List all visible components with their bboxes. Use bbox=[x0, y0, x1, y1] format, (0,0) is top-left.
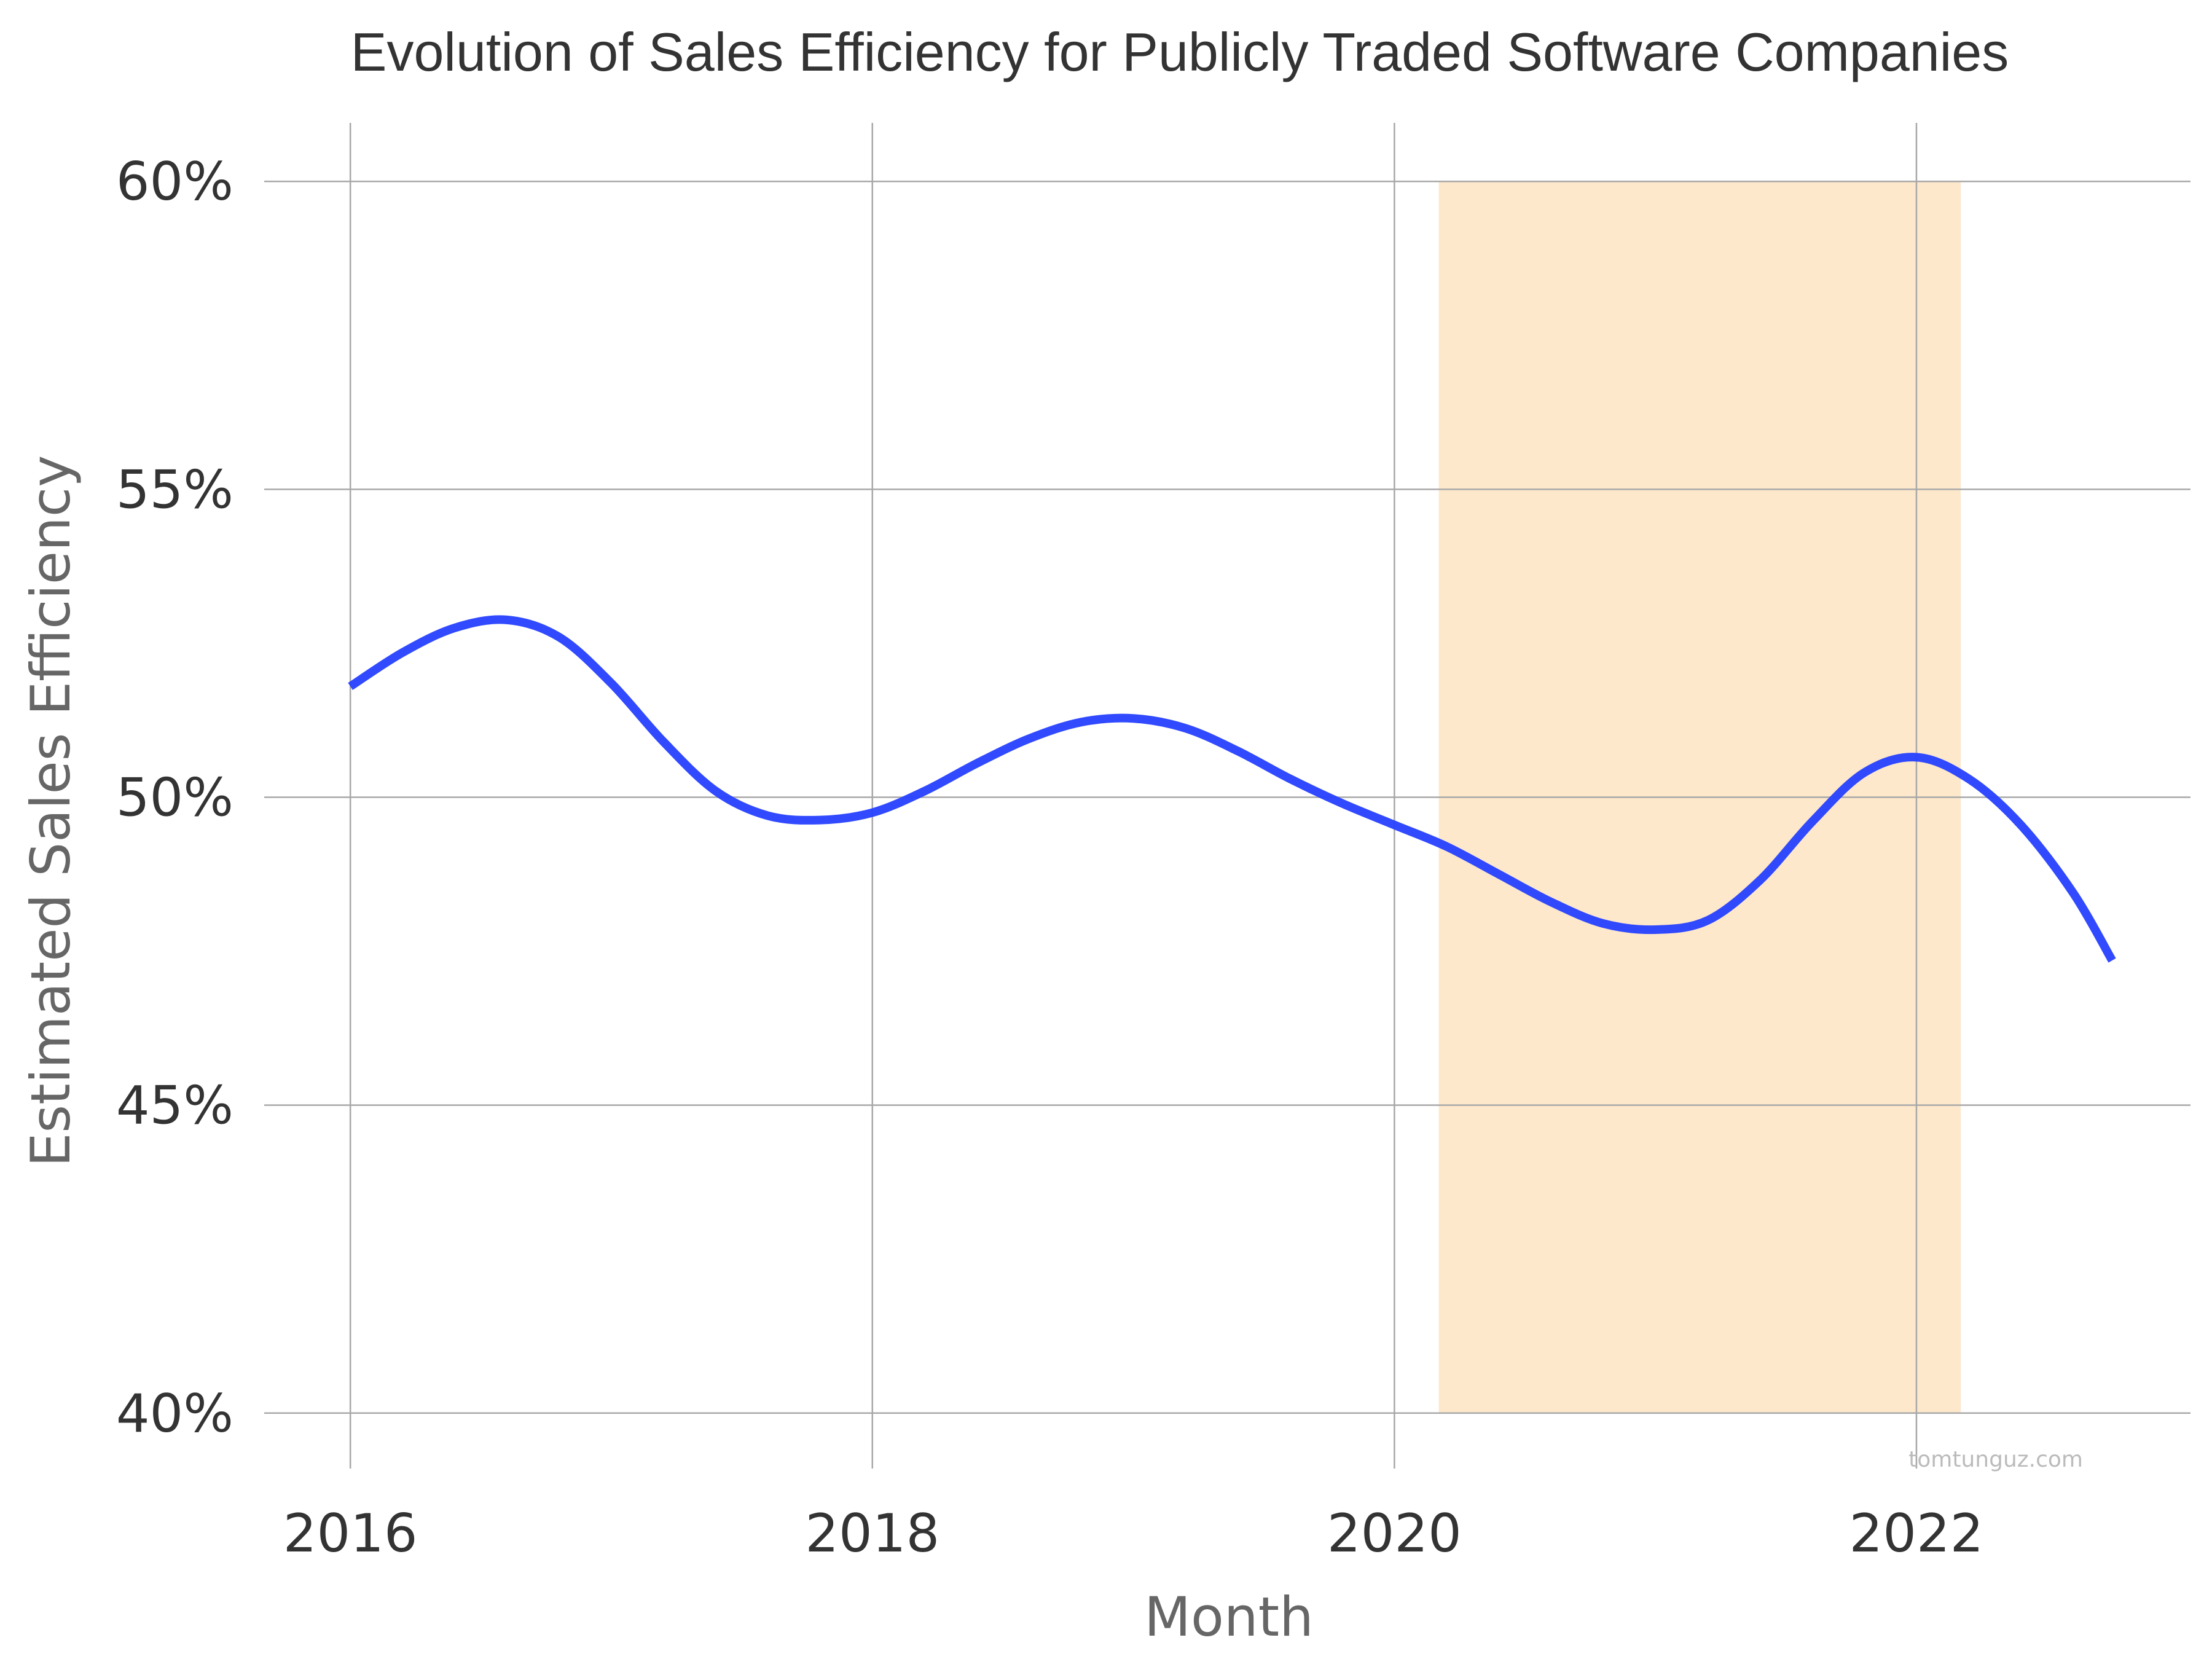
tick-labels: 40% 45% 50% 55% 60% 2016 2018 2020 2022 bbox=[116, 151, 1984, 1564]
credit-watermark: tomtunguz.com bbox=[1908, 1447, 2083, 1472]
x-tick-label-2018: 2018 bbox=[805, 1503, 939, 1564]
x-tick-label-2016: 2016 bbox=[283, 1503, 418, 1564]
y-tick-label-50: 50% bbox=[116, 767, 233, 829]
x-axis-label: Month bbox=[1144, 1585, 1314, 1649]
x-tick-label-2020: 2020 bbox=[1327, 1503, 1462, 1564]
chart-title: Evolution of Sales Efficiency for Public… bbox=[351, 22, 2009, 82]
y-tick-label-55: 55% bbox=[116, 459, 233, 520]
y-axis-label: Estimated Sales Efficiency bbox=[19, 455, 82, 1167]
series-layer bbox=[348, 615, 2116, 963]
y-tick-label-60: 60% bbox=[116, 151, 233, 213]
y-tick-label-45: 45% bbox=[116, 1075, 233, 1137]
y-tick-label-40: 40% bbox=[116, 1383, 233, 1445]
series-line-0 bbox=[348, 615, 2116, 963]
x-tick-label-2022: 2022 bbox=[1849, 1503, 1984, 1564]
grid-layer bbox=[264, 123, 2190, 1469]
